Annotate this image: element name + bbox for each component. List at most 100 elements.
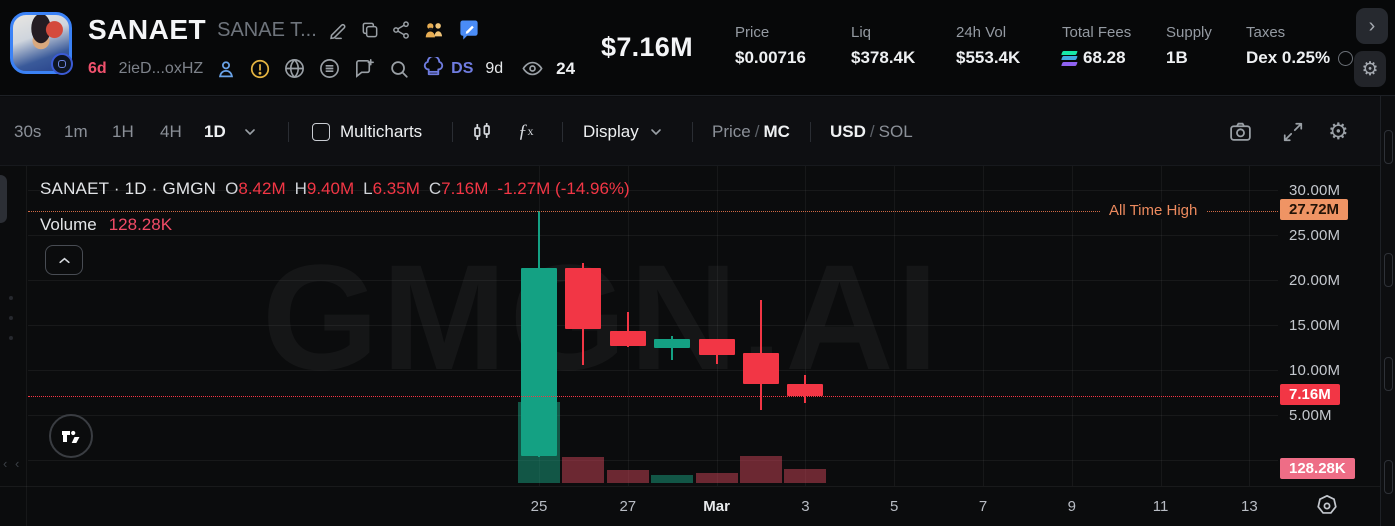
volume-bar [740,456,782,483]
stat-taxes: Taxes Dex 0.25% [1246,24,1354,68]
gridline-h [28,280,1278,281]
time-tick-label: 27 [619,498,637,515]
timeframe-1m[interactable]: 1m [64,97,88,166]
candle-wick [671,335,674,361]
edit-icon[interactable] [328,20,349,41]
candle-style-icon[interactable] [470,97,494,166]
timeframe-1d-active[interactable]: 1D [204,97,226,166]
usd-sol-toggle[interactable]: USD / SOL [830,121,913,141]
time-axis[interactable]: 25 27 Mar 3 5 7 9 11 13 [0,486,1380,526]
time-tick-label: 7 [978,498,988,515]
gridline-v [1160,166,1162,486]
rail-handle[interactable] [1384,130,1393,164]
timeframe-4h[interactable]: 4H [160,97,182,166]
candle-wick [626,312,629,347]
website-icon[interactable] [283,57,306,80]
chevron-right-icon: › [1368,14,1376,37]
community-icon[interactable] [422,19,446,41]
price-tick-label: 10.00M [1289,362,1341,379]
timezone-settings-icon[interactable] [1314,493,1340,519]
dev-profile-icon[interactable] [215,58,237,80]
plot-area[interactable]: All Time High [0,166,1380,486]
stat-liq: Liq $378.4K [851,24,916,67]
gear-icon: ⚙ [1361,58,1379,80]
gridline-v [1249,166,1251,486]
fullscreen-icon[interactable] [1282,97,1304,166]
token-age: 6d [88,59,107,77]
search-icon[interactable] [388,58,410,80]
time-tick-label: 11 [1152,498,1169,515]
volume-bar [562,457,605,483]
price-tick-label: 15.00M [1289,317,1341,334]
price-tick-label: 20.00M [1289,272,1341,289]
gridline-v [805,166,807,486]
time-tick-label: 3 [801,498,810,515]
current-price-line [28,395,1278,397]
token-avatar[interactable] [10,12,73,75]
screenshot-camera-icon[interactable] [1228,97,1253,166]
share-icon[interactable] [391,20,411,40]
token-address[interactable]: 2ieD...oxHZ [118,59,204,77]
solana-icon [1061,50,1078,66]
gridline-v [983,166,984,486]
chat-edit-icon[interactable] [457,19,481,42]
copy-icon[interactable] [360,20,380,40]
stat-24h-vol: 24h Vol $553.4K [956,24,1021,67]
current-volume-badge: 128.28K [1280,458,1355,479]
ath-price-badge: 27.72M [1280,198,1349,220]
tradingview-logo[interactable] [49,414,93,458]
price-axis[interactable]: 27.72M 7.16M 128.28K 30.00M 25.00M 20.00M 1… [1280,166,1380,486]
timeframe-30s[interactable]: 30s [14,97,41,166]
timeframe-1h[interactable]: 1H [112,97,134,166]
rail-handle[interactable] [1384,253,1393,287]
candle-body [787,384,824,396]
chart-settings-icon[interactable]: ⚙ [1328,118,1349,145]
legend-title: SANAET · 1D · GMGN [40,179,217,198]
gridline-v [1071,166,1073,486]
panel-expand-button[interactable]: › [1356,8,1388,44]
display-dropdown-icon[interactable] [648,97,664,166]
tax-info-icon[interactable] [1338,50,1354,66]
volume-bar [784,469,827,483]
dev-badge[interactable]: DS [451,59,474,77]
alert-icon[interactable] [249,58,271,80]
token-symbol: SANAET [88,14,207,45]
drawing-tools-rail[interactable]: ‹ ‹ [0,166,27,526]
stat-total-fees: Total Fees 68.28 [1061,24,1132,67]
gridline-h [28,325,1278,326]
collapse-legend-button[interactable] [45,245,83,275]
time-tick-label: 5 [890,498,899,515]
rail-handle[interactable] [1384,460,1393,494]
rail-handle[interactable] [1384,357,1393,391]
gridline-h [28,370,1278,371]
price-tick-label: 30.00M [1289,182,1341,199]
rail-handle[interactable] [0,175,7,223]
candle-body [609,331,646,346]
price-tick-label: 5.00M [1289,407,1332,424]
gridline-h [28,190,1278,191]
display-dropdown[interactable]: Display [583,97,639,166]
legend-change: -1.27M (-14.96%) [497,179,630,198]
message-plus-icon[interactable] [353,57,376,80]
ath-line [28,210,1278,212]
ath-label: All Time High [1100,201,1207,219]
header-settings-button[interactable]: ⚙ [1354,51,1386,87]
timeframe-dropdown-icon[interactable] [242,97,258,166]
chevron-left-icon: ‹ [3,456,8,471]
candle-body [698,339,735,355]
price-mc-toggle[interactable]: Price / MC [712,121,790,141]
gridline-h [28,415,1278,416]
right-widget-rail[interactable] [1380,96,1395,526]
gridline-v [894,166,896,486]
price-tick-label: 25.00M [1289,227,1341,244]
multicharts-label[interactable]: Multicharts [340,97,422,166]
stat-price: Price $0.00716 [735,24,806,67]
watchers-count: 24 [556,58,576,78]
list-icon[interactable] [318,57,341,80]
multicharts-checkbox[interactable] [312,97,330,166]
chart-region: GMGN.AI All Time High SANAET · 1D · GMGN… [0,166,1395,526]
eye-icon[interactable] [521,57,544,80]
